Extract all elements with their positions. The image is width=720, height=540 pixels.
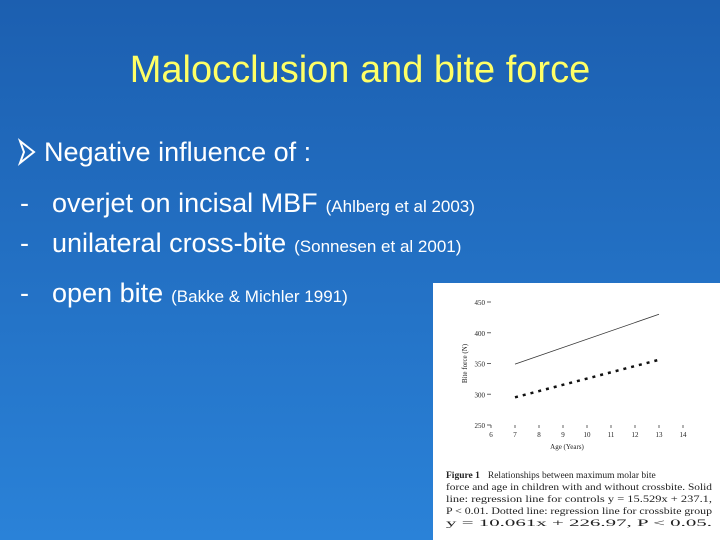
- y-tick-label: 350: [475, 361, 486, 369]
- bullet-marker: -: [20, 228, 29, 258]
- x-tick-label: 6: [489, 431, 493, 439]
- bullet-text: unilateral cross-bite (Sonnesen et al 200…: [52, 228, 461, 258]
- x-tick-label: 12: [632, 431, 640, 439]
- citation: (Bakke & Michler 1991): [171, 287, 348, 306]
- x-tick-label: 11: [608, 431, 615, 439]
- x-tick-label: 8: [537, 431, 541, 439]
- bullet-marker: -: [20, 278, 29, 308]
- caption-line: line: regression line for controls y = 1…: [446, 494, 712, 505]
- caption-label: Figure 1: [446, 471, 480, 481]
- bullet-text: overjet on incisal MBF (Ahlberg et al 200…: [52, 188, 475, 218]
- citation: (Ahlberg et al 2003): [326, 197, 475, 216]
- figure-box: [433, 283, 720, 540]
- caption-line: y = 10.061x + 226.97, P < 0.05.: [446, 519, 712, 529]
- y-axis-label: Bite force (N): [461, 343, 469, 383]
- y-tick-label: 250: [475, 422, 486, 430]
- bullet-main: unilateral cross-bite: [52, 228, 286, 258]
- caption-text: Relationships between maximum molar bite: [488, 471, 656, 481]
- y-tick-label: 300: [475, 391, 486, 399]
- heading: Negative influence of :: [44, 137, 311, 167]
- citation: (Sonnesen et al 2001): [294, 237, 461, 256]
- regression-line: [514, 358, 660, 399]
- x-axis-label: Age (Years): [550, 443, 584, 451]
- y-tick-label: 400: [475, 330, 486, 338]
- x-tick-label: 9: [561, 431, 565, 439]
- caption-line: force and age in children with and witho…: [446, 482, 712, 493]
- y-tick-label: 450: [475, 299, 486, 307]
- caption-line: Figure 1 Relationships between maximum mo…: [446, 471, 656, 481]
- regression-line: [514, 313, 660, 365]
- slide-title: Malocclusion and bite force: [130, 49, 590, 91]
- x-tick-label: 10: [584, 431, 592, 439]
- bullet-main: open bite: [52, 278, 163, 308]
- bullet-marker: -: [20, 188, 29, 218]
- bullet-arrow: [17, 138, 36, 166]
- bullet-text: open bite (Bakke & Michler 1991): [52, 278, 348, 308]
- caption-line: P < 0.01. Dotted line: regression line f…: [446, 506, 712, 517]
- bullet-main: overjet on incisal MBF: [52, 188, 318, 218]
- x-tick-label: 14: [680, 431, 688, 439]
- x-tick-label: 13: [656, 431, 664, 439]
- bullet-list: - overjet on incisal MBF (Ahlberg et al 20…: [20, 188, 475, 308]
- x-tick-label: 7: [513, 431, 517, 439]
- figure: 250 300 350 400 450 6 7 8 9 10 11 12 13 14 Age (Years)…: [446, 299, 712, 529]
